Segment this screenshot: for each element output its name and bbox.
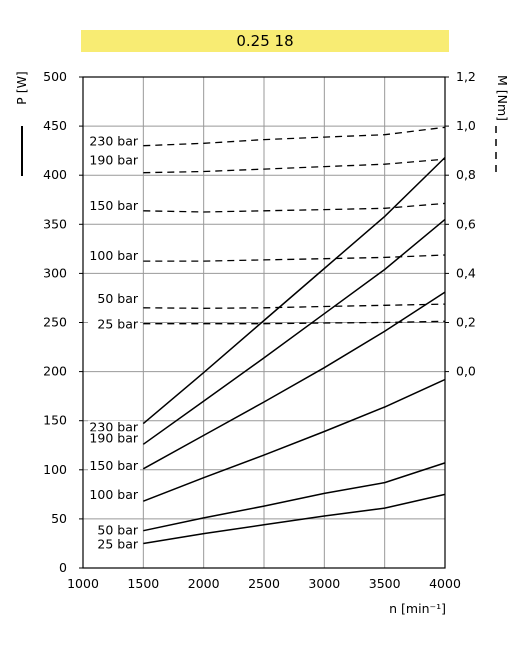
y-tick-label-left: 300: [43, 265, 67, 280]
y-tick-label-right: 0,8: [456, 167, 476, 182]
torque-line: [143, 202, 446, 213]
series-label: 230 bar: [89, 420, 138, 435]
y-tick-label-right: 0,2: [456, 315, 476, 330]
label-bg: [88, 523, 140, 537]
torque-line: [143, 254, 446, 262]
y-tick-label-right: 1,0: [456, 118, 476, 133]
torque-line: [143, 320, 446, 325]
label-bg: [88, 458, 140, 472]
label-bg: [88, 198, 140, 212]
torque-line: [143, 303, 446, 309]
y-tick-label-left: 350: [43, 216, 67, 231]
x-tick-label: 4000: [429, 576, 461, 591]
label-bg: [88, 153, 140, 167]
power-line: [142, 218, 446, 445]
series-label: 230 bar: [89, 134, 138, 149]
y-tick-label-left: 400: [43, 167, 67, 182]
series-label: 50 bar: [97, 523, 138, 538]
y-tick-label-left: 100: [43, 462, 67, 477]
series-label: 190 bar: [89, 430, 138, 445]
y-tick-label-left: 150: [43, 413, 67, 428]
x-tick-label: 2000: [188, 576, 220, 591]
tick-labels: 1000 1500 2000 2500 3000 3500 4000 0 50 100 150 200…: [43, 69, 476, 591]
label-bg: [88, 431, 140, 445]
x-tick-label: 3000: [308, 576, 340, 591]
series-label: 190 bar: [89, 153, 138, 168]
y-tick-label-left: 450: [43, 118, 67, 133]
x-axis-label: n [min⁻¹]: [389, 601, 446, 616]
power-series: [142, 156, 446, 545]
axis-labels: P [W] M [Nm] n [min⁻¹]: [14, 71, 510, 616]
x-tick-label: 1000: [67, 576, 99, 591]
power-line: [143, 462, 446, 532]
label-bg: [88, 488, 140, 502]
y-tick-label-right: 0,6: [456, 216, 476, 231]
label-bg: [88, 317, 140, 331]
y-tick-label-left: 500: [43, 69, 67, 84]
power-line: [143, 378, 446, 502]
y-tick-label-left: 250: [43, 315, 67, 330]
power-line: [142, 291, 446, 470]
power-line: [142, 156, 446, 425]
label-bg: [88, 420, 140, 434]
y-tick-label-left: 0: [59, 560, 67, 575]
series-label: 100 bar: [89, 487, 138, 502]
y-axis-label-left: P [W]: [14, 71, 29, 105]
series-label: 25 bar: [97, 317, 138, 332]
series-label: 100 bar: [89, 248, 138, 263]
series-label: 50 bar: [97, 291, 138, 306]
label-bg: [88, 134, 140, 148]
x-tick-label: 2500: [248, 576, 280, 591]
label-bg: [88, 537, 140, 551]
y-tick-label-right: 1,2: [456, 69, 476, 84]
chart-title: 0.25 18: [81, 30, 449, 52]
y-axis-label-right: M [Nm]: [495, 75, 510, 121]
power-line: [143, 493, 446, 545]
torque-line: [143, 126, 446, 147]
x-tick-label: 3500: [369, 576, 401, 591]
torque-series: [143, 126, 446, 325]
label-bg: [88, 249, 140, 263]
label-bg: [88, 291, 140, 305]
x-tick-label: 1500: [127, 576, 159, 591]
y-tick-label-right: 0,0: [456, 364, 476, 379]
y-tick-label-right: 0,4: [456, 265, 476, 280]
y-tick-label-left: 200: [43, 364, 67, 379]
series-label: 150 bar: [89, 198, 138, 213]
series-label: 25 bar: [97, 536, 138, 551]
torque-line: [143, 158, 446, 174]
series-label: 150 bar: [89, 458, 138, 473]
plot-frame: [82, 76, 446, 569]
y-tick-label-left: 50: [51, 511, 67, 526]
